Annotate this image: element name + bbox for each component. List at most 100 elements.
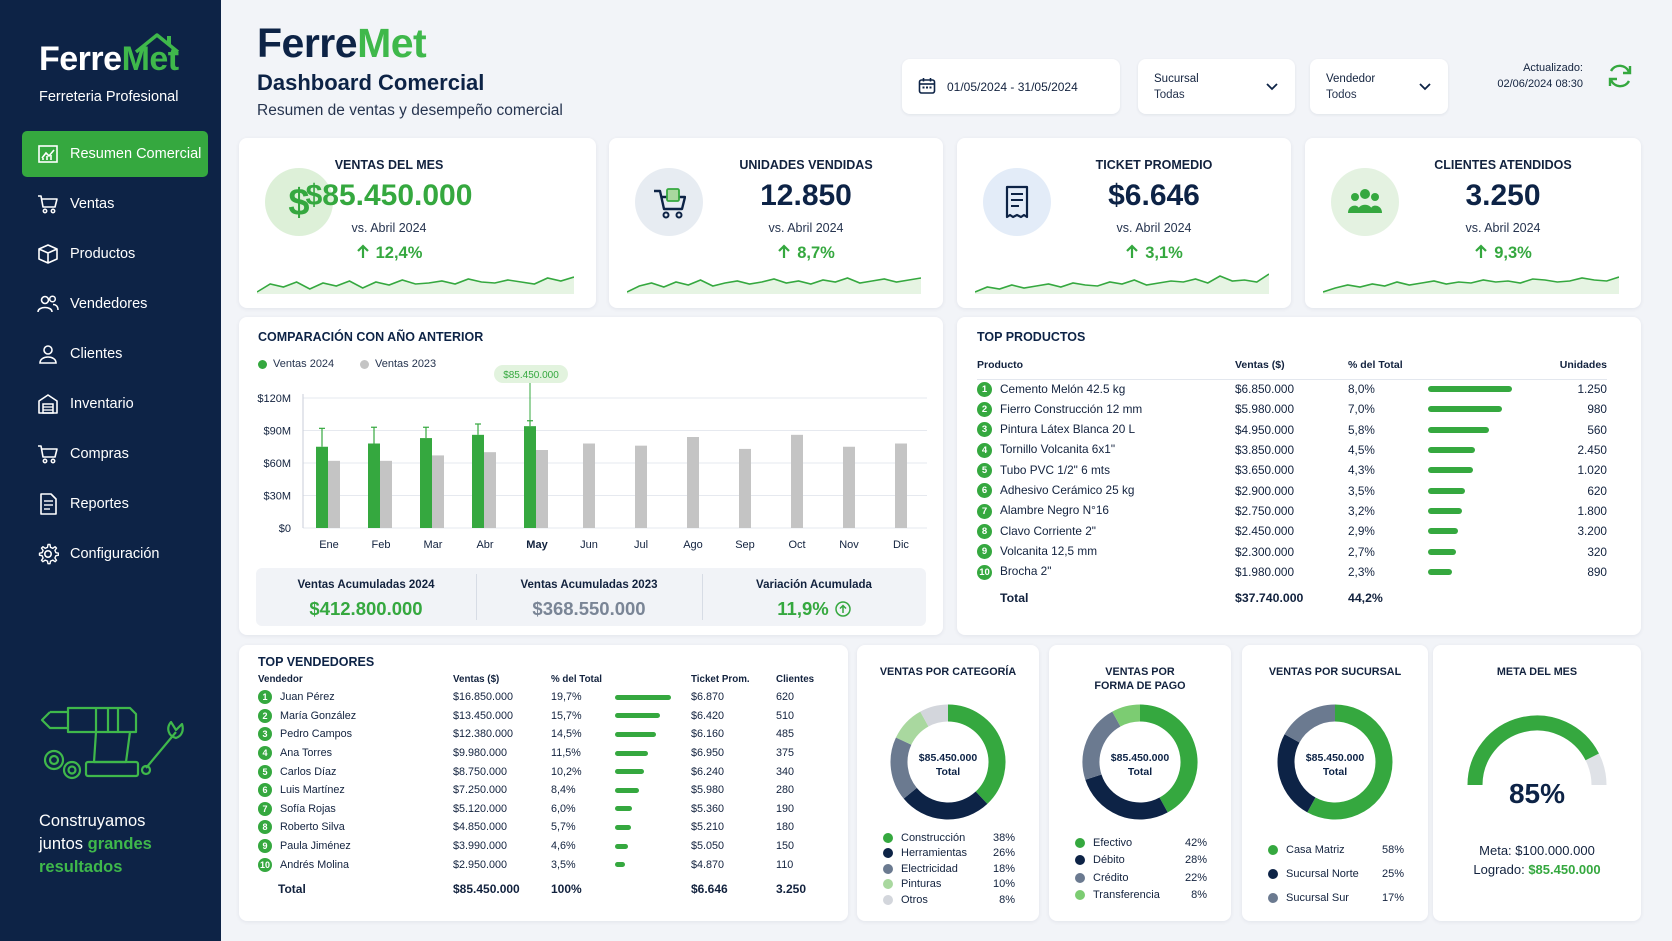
donut-center-value: $85.450.000 bbox=[919, 752, 978, 764]
table-row[interactable]: 6 Luis Martínez $7.250.000 8,4% $5.980 28… bbox=[258, 781, 826, 800]
legend-swatch bbox=[883, 894, 893, 905]
annotation-label: $85.450.000 bbox=[503, 370, 559, 381]
sparkline-line bbox=[975, 273, 1269, 293]
product-units: 890 bbox=[1587, 564, 1607, 579]
kpi-comparison: vs. Abril 2024 bbox=[1465, 221, 1541, 235]
product-sales: $6.850.000 bbox=[1235, 382, 1295, 397]
seller-filter[interactable]: Vendedor Todos bbox=[1310, 59, 1448, 114]
annotation-bubble bbox=[494, 365, 568, 383]
motto-line-2b: grandes bbox=[87, 835, 152, 853]
bar-2023-may bbox=[536, 450, 548, 528]
branch-filter[interactable]: Sucursal Todas bbox=[1138, 59, 1295, 114]
product-pct-bar bbox=[1428, 568, 1453, 575]
table-row[interactable]: 6 Adhesivo Cerámico 25 kg $2.900.000 3,5%… bbox=[977, 480, 1607, 500]
sidebar-item-ventas[interactable]: Ventas bbox=[22, 181, 208, 227]
col-clientes: Clientes bbox=[776, 674, 815, 685]
legend-swatch bbox=[883, 879, 893, 890]
table-row[interactable]: 9 Volcanita 12,5 mm $2.300.000 2,7% 320 bbox=[977, 541, 1607, 561]
sidebar-item-resumen-comercial[interactable]: Resumen Comercial bbox=[22, 131, 208, 177]
legend-label: Ventas 2024 bbox=[273, 358, 335, 370]
y-tick-label: $30M bbox=[263, 491, 291, 503]
table-row[interactable]: 1 Juan Pérez $16.850.000 19,7% $6.870 620 bbox=[258, 688, 826, 707]
bar-2024-mar bbox=[420, 438, 432, 528]
dollar-icon: $ bbox=[288, 185, 309, 219]
refresh-icon[interactable] bbox=[1605, 61, 1635, 91]
users-icon bbox=[37, 295, 59, 313]
donut-legend: Construcción 38% Herramientas 26% Electricid… bbox=[883, 830, 1015, 908]
table-row[interactable]: 10 Andrés Molina $2.950.000 3,5% $4.870 1… bbox=[258, 855, 826, 874]
seller-ticket: $6.240 bbox=[691, 765, 725, 778]
kpi-icon-circle bbox=[1331, 168, 1399, 236]
table-row[interactable]: 5 Carlos Díaz $8.750.000 10,2% $6.240 340 bbox=[258, 762, 826, 781]
table-row[interactable]: 7 Sofía Rojas $5.120.000 6,0% $5.360 190 bbox=[258, 800, 826, 819]
y-tick-label: $90M bbox=[263, 426, 291, 438]
product-pct: 3,5% bbox=[1348, 483, 1375, 498]
sidebar-item-configuración[interactable]: Configuración bbox=[22, 531, 208, 577]
col-bar bbox=[1428, 352, 1538, 380]
table-row[interactable]: 2 María González $13.450.000 15,7% $6.420… bbox=[258, 707, 826, 726]
branch-filter-label: Sucursal bbox=[1154, 73, 1199, 85]
rank-badge: 1 bbox=[258, 690, 272, 705]
table-row[interactable]: 7 Alambre Negro N°16 $2.750.000 3,2% 1.80… bbox=[977, 501, 1607, 521]
rank-badge: 6 bbox=[258, 783, 272, 798]
product-pct: 3,2% bbox=[1348, 503, 1375, 518]
goal-meta: Meta: $100.000.000 bbox=[1433, 843, 1641, 858]
sidebar-item-clientes[interactable]: Clientes bbox=[22, 331, 208, 377]
rank-badge: 7 bbox=[977, 503, 992, 519]
box-icon bbox=[38, 244, 58, 264]
product-units: 560 bbox=[1587, 422, 1607, 437]
table-row[interactable]: 3 Pedro Campos $12.380.000 14,5% $6.160 4… bbox=[258, 725, 826, 744]
seller-sales: $3.990.000 bbox=[453, 840, 508, 853]
table-row[interactable]: 10 Brocha 2" $1.980.000 2,3% 890 bbox=[977, 562, 1607, 582]
donut-center-sub: Total bbox=[1323, 766, 1347, 778]
kpi-card-3: TICKET PROMEDIO $6.646 vs. Abril 2024 3,… bbox=[957, 138, 1291, 308]
arrow-up-icon bbox=[778, 244, 790, 258]
sidebar-item-productos[interactable]: Productos bbox=[22, 231, 208, 277]
table-row[interactable]: 2 Fierro Construcción 12 mm $5.980.000 7,… bbox=[977, 399, 1607, 419]
table-row[interactable]: 9 Paula Jiménez $3.990.000 4,6% $5.050 15… bbox=[258, 837, 826, 856]
rank-badge: 9 bbox=[258, 839, 272, 854]
kpi-change-value: 3,1% bbox=[1145, 244, 1183, 262]
seller-pct: 8,4% bbox=[551, 784, 576, 797]
summary-label: Ventas Acumuladas 2023 bbox=[520, 579, 658, 591]
logo-text-part1: Ferre bbox=[39, 40, 122, 78]
sidebar-item-reportes[interactable]: Reportes bbox=[22, 481, 208, 527]
sidebar-item-label: Configuración bbox=[70, 546, 160, 562]
top-sellers-card: TOP VENDEDORES Vendedor Ventas ($) % del… bbox=[239, 645, 848, 921]
x-tick-label: Feb bbox=[372, 539, 391, 551]
col-pct: % del Total bbox=[1348, 352, 1428, 380]
top-sellers-title: TOP VENDEDORES bbox=[258, 655, 375, 669]
kpi-title: CLIENTES ATENDIDOS bbox=[1434, 158, 1572, 172]
legend-item: Otros 8% bbox=[883, 892, 1015, 908]
table-row[interactable]: 8 Roberto Silva $4.850.000 5,7% $5.210 18… bbox=[258, 818, 826, 837]
table-row[interactable]: 8 Clavo Corriente 2" $2.450.000 2,9% 3.20… bbox=[977, 521, 1607, 541]
legend-label: Otros bbox=[901, 893, 928, 906]
seller-clients: 375 bbox=[776, 747, 795, 760]
product-name: Fierro Construcción 12 mm bbox=[1000, 401, 1143, 416]
seller-clients: 110 bbox=[776, 858, 794, 871]
legend-item: Electricidad 18% bbox=[883, 861, 1015, 877]
kpi-value: $6.646 bbox=[1108, 179, 1200, 212]
table-row[interactable]: 3 Pintura Látex Blanca 20 L $4.950.000 5,… bbox=[977, 420, 1607, 440]
seller-ticket: $5.980 bbox=[691, 784, 725, 797]
summary-value: $368.550.000 bbox=[532, 598, 646, 619]
sidebar-item-vendedores[interactable]: Vendedores bbox=[22, 281, 208, 327]
seller-name: Juan Pérez bbox=[280, 691, 335, 704]
table-row[interactable]: 1 Cemento Melón 42.5 kg $6.850.000 8,0% 1… bbox=[977, 379, 1607, 399]
donut-card-2: VENTAS POR FORMA DE PAGO $85.450.000 Total… bbox=[1049, 645, 1231, 921]
sparkline-area bbox=[627, 278, 921, 294]
last-updated: Actualizado: 02/06/2024 08:30 bbox=[1464, 60, 1583, 92]
legend-value: 28% bbox=[1184, 854, 1207, 867]
table-row[interactable]: 4 Tornillo Volcanita 6x1" $3.850.000 4,5%… bbox=[977, 440, 1607, 460]
legend-item: Efectivo 42% bbox=[1075, 834, 1207, 852]
legend-label: Efectivo bbox=[1093, 836, 1133, 849]
table-row[interactable]: 5 Tubo PVC 1/2" 6 mts $3.650.000 4,3% 1.0… bbox=[977, 460, 1607, 480]
sidebar-item-compras[interactable]: Compras bbox=[22, 431, 208, 477]
sidebar-item-inventario[interactable]: Inventario bbox=[22, 381, 208, 427]
seller-pct: 15,7% bbox=[551, 709, 582, 722]
seller-sales: $12.380.000 bbox=[453, 728, 514, 741]
rank-badge: 9 bbox=[977, 544, 992, 560]
table-row[interactable]: 4 Ana Torres $9.980.000 11,5% $6.950 375 bbox=[258, 744, 826, 763]
summary-label: Ventas Acumuladas 2024 bbox=[297, 579, 435, 591]
date-range-filter[interactable]: 01/05/2024 - 31/05/2024 bbox=[902, 59, 1120, 114]
